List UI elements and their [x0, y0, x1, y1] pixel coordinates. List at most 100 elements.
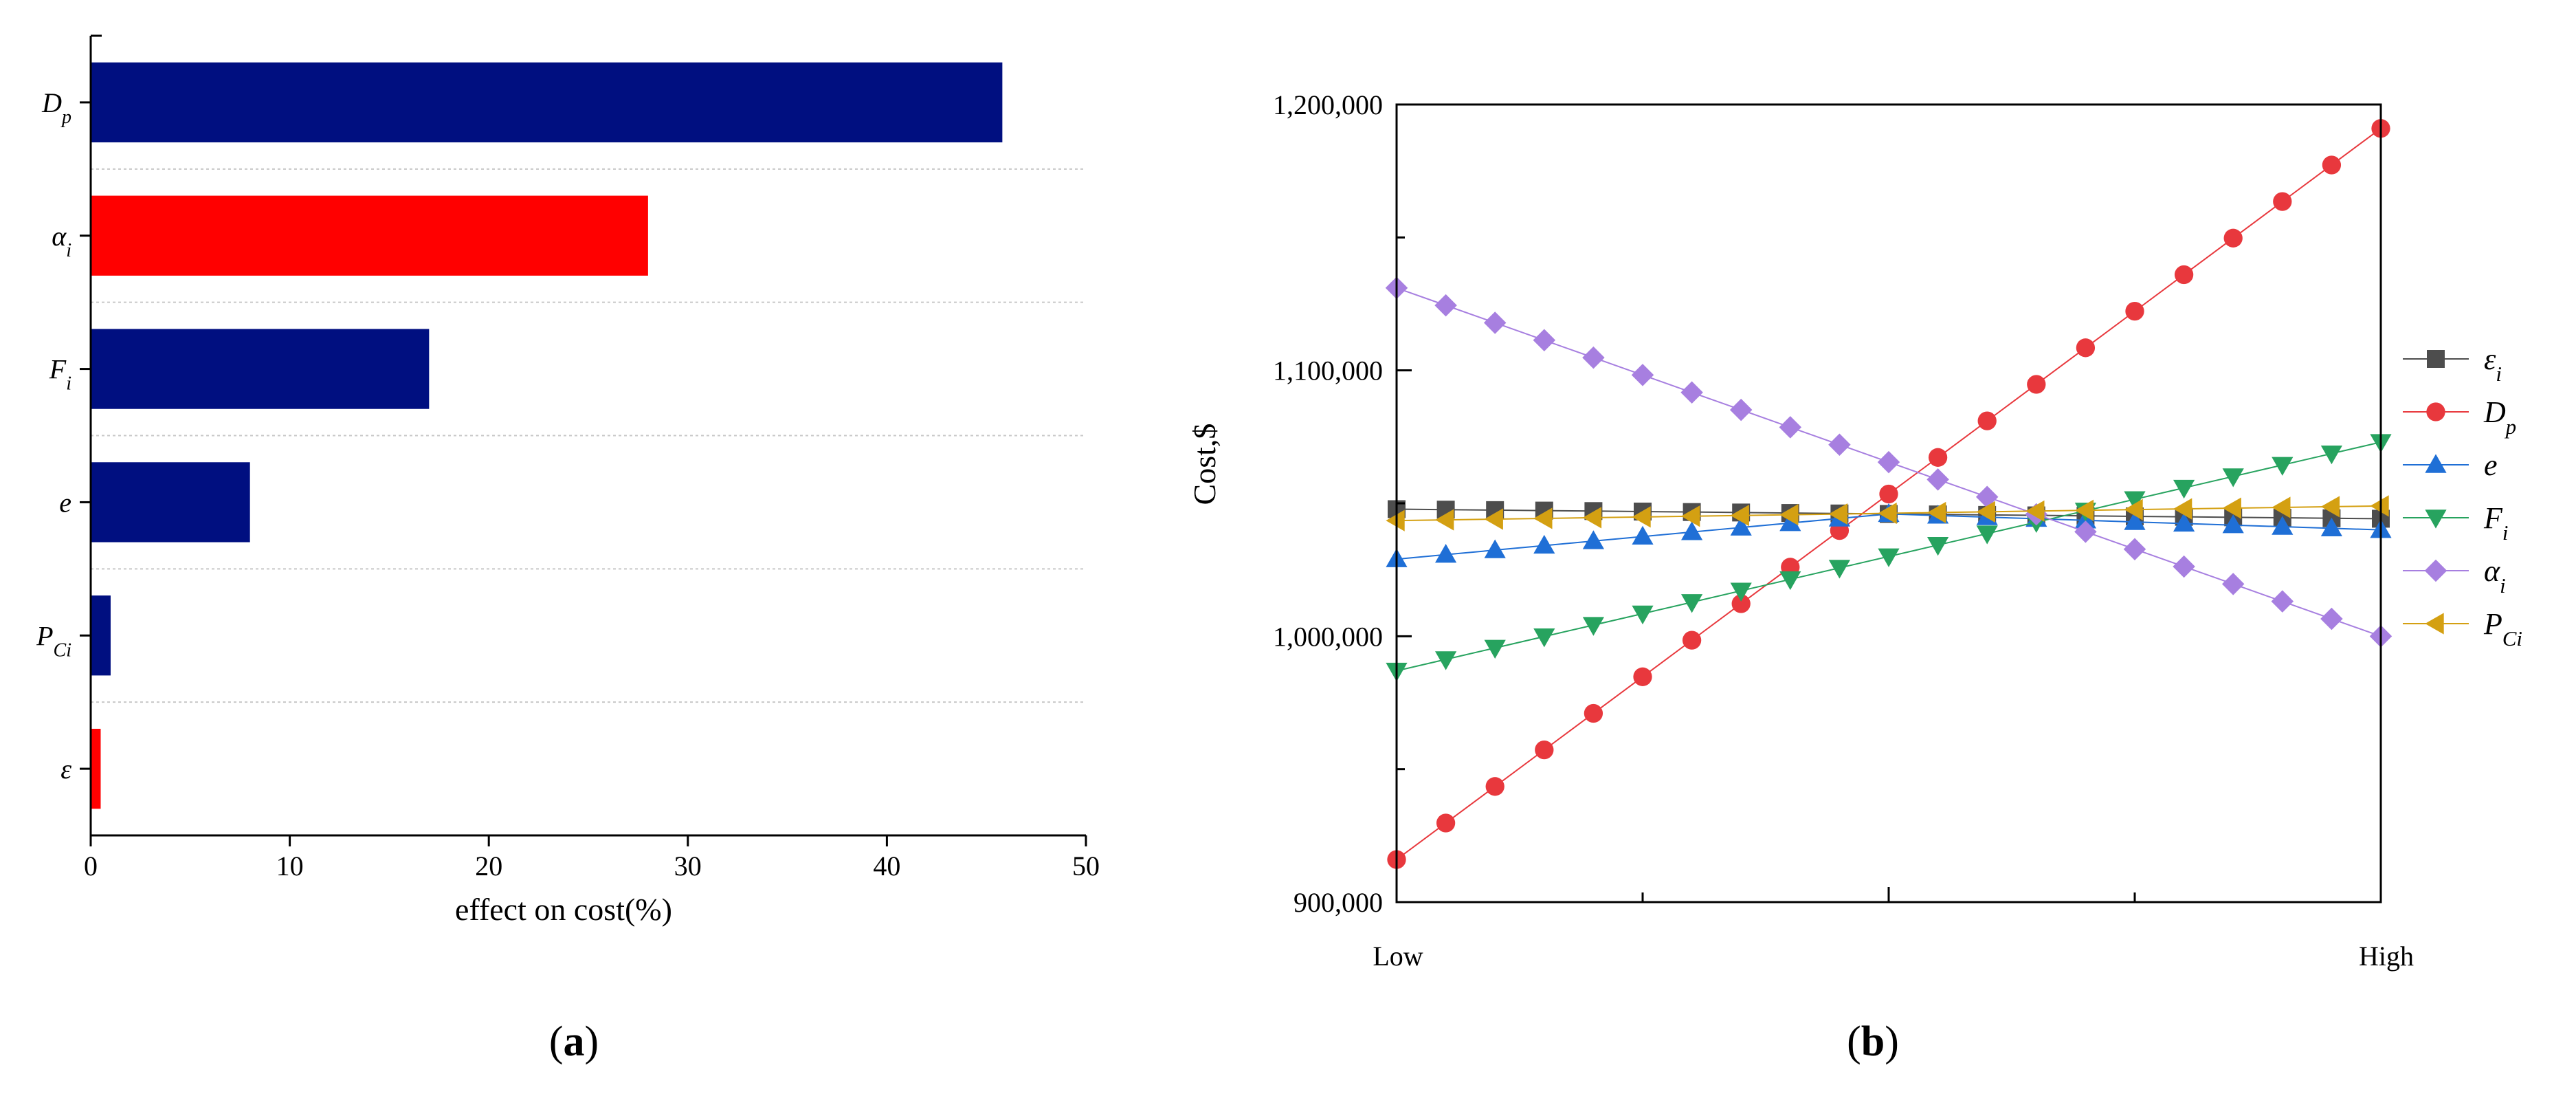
bar-category-label: ε	[60, 754, 71, 785]
data-point	[1879, 484, 1898, 504]
data-point	[1633, 667, 1652, 686]
data-point	[1976, 525, 1998, 545]
data-point	[1582, 617, 1604, 636]
bar-category-label-sub: p	[60, 106, 71, 127]
data-point	[1681, 594, 1703, 613]
data-point	[1535, 740, 1554, 760]
bar-category-label-main: P	[36, 620, 53, 651]
data-point	[1730, 582, 1752, 602]
line-chart-y-tick-label: 900,000	[1293, 887, 1383, 918]
data-point	[2222, 514, 2244, 534]
data-point	[2370, 495, 2389, 517]
data-point	[1483, 311, 1507, 334]
line-chart-x-low-label: Low	[1373, 941, 1423, 972]
data-point	[1977, 411, 1997, 430]
bar-1	[91, 62, 1003, 143]
data-point	[1877, 450, 1900, 474]
data-point	[2320, 517, 2342, 537]
data-point	[1533, 329, 1556, 352]
bar-chart-x-tick-label: 0	[84, 851, 98, 881]
bar-chart-x-tick-label: 50	[1072, 851, 1100, 881]
data-point	[1681, 521, 1703, 540]
bar-chart-axes	[80, 34, 1086, 837]
data-point	[1828, 433, 1851, 456]
legend-label-sub: p	[2505, 415, 2516, 439]
data-point	[2123, 538, 2146, 560]
data-point	[1386, 509, 1405, 531]
data-point	[1878, 502, 1897, 525]
data-point	[2273, 192, 2292, 211]
bar-category-label-sub: Ci	[54, 639, 71, 661]
data-point	[2272, 496, 2291, 518]
data-point	[1435, 651, 1457, 670]
data-point	[2174, 265, 2194, 285]
data-point	[2173, 555, 2195, 578]
legend-swatch-marker	[2425, 454, 2447, 473]
bar-chart-x-tick-label: 30	[674, 851, 702, 881]
data-point	[1828, 560, 1850, 579]
data-point	[1779, 512, 1801, 531]
legend-entry-2: Dp	[2403, 395, 2516, 439]
data-point	[1533, 534, 1555, 554]
data-point	[1927, 501, 1946, 524]
data-point	[1584, 703, 1603, 723]
data-point	[1484, 539, 1506, 558]
data-point	[2125, 301, 2144, 321]
data-point	[2223, 228, 2243, 248]
data-point	[1779, 416, 1802, 439]
data-point	[1729, 398, 1753, 421]
bar-category-label-sub: i	[66, 373, 71, 394]
data-point	[1435, 544, 1457, 563]
legend-label: εi	[2484, 342, 2502, 386]
data-point	[1779, 504, 1799, 526]
data-point	[2173, 512, 2195, 532]
data-point	[1582, 346, 1605, 369]
line-chart-series	[1385, 119, 2392, 869]
legend-swatch-marker	[2425, 613, 2444, 635]
bar-category-label: e	[59, 487, 71, 518]
legend-label: Dp	[2483, 395, 2516, 439]
legend-entry-4: Fi	[2403, 501, 2508, 545]
bar-chart-x-tick-label: 20	[475, 851, 502, 881]
data-point	[2124, 498, 2143, 520]
data-point	[2271, 590, 2294, 613]
data-point	[2173, 498, 2192, 520]
bar-category-label-main: e	[59, 487, 71, 518]
data-point	[2320, 445, 2342, 465]
data-point	[2272, 457, 2294, 476]
legend-label: e	[2484, 448, 2498, 482]
data-point	[1681, 505, 1700, 527]
bar-category-label-sub: i	[66, 239, 71, 261]
bar-2	[91, 195, 648, 276]
legend-label: αi	[2484, 554, 2506, 598]
bar-4	[91, 462, 250, 542]
data-point	[1730, 505, 1749, 527]
data-point	[1434, 294, 1457, 317]
legend-label-sub: i	[2500, 574, 2506, 598]
data-point	[1731, 594, 1751, 613]
legend-label-main: ε	[2484, 342, 2496, 376]
data-point	[1436, 813, 1456, 833]
legend-label-sub: i	[2502, 521, 2509, 545]
legend-label: PCi	[2483, 607, 2522, 650]
data-point	[2173, 479, 2195, 499]
bar-chart-x-ticks: 0 10 20 30 40 50	[84, 835, 1100, 881]
bar-chart-x-tick-label: 10	[276, 851, 304, 881]
legend-swatch-marker	[2424, 559, 2447, 582]
panel-label-b: (b)	[1847, 1018, 1899, 1065]
data-point	[1878, 548, 1900, 567]
legend-swatch-marker	[2426, 402, 2445, 421]
legend-label-main: D	[2483, 395, 2506, 429]
legend-label-main: e	[2484, 448, 2498, 482]
line-chart-y-tick-label: 1,000,000	[1273, 621, 1383, 652]
data-point	[1976, 501, 1995, 523]
data-point	[2320, 607, 2343, 631]
data-point	[1730, 516, 1752, 536]
data-point	[1779, 571, 1801, 591]
data-point	[1631, 364, 1654, 386]
data-point	[1927, 468, 1949, 491]
data-point	[1928, 448, 1948, 467]
bar-3	[91, 329, 430, 409]
bar-category-label-main: D	[41, 87, 62, 118]
panel-label-a: (a)	[549, 1018, 599, 1065]
